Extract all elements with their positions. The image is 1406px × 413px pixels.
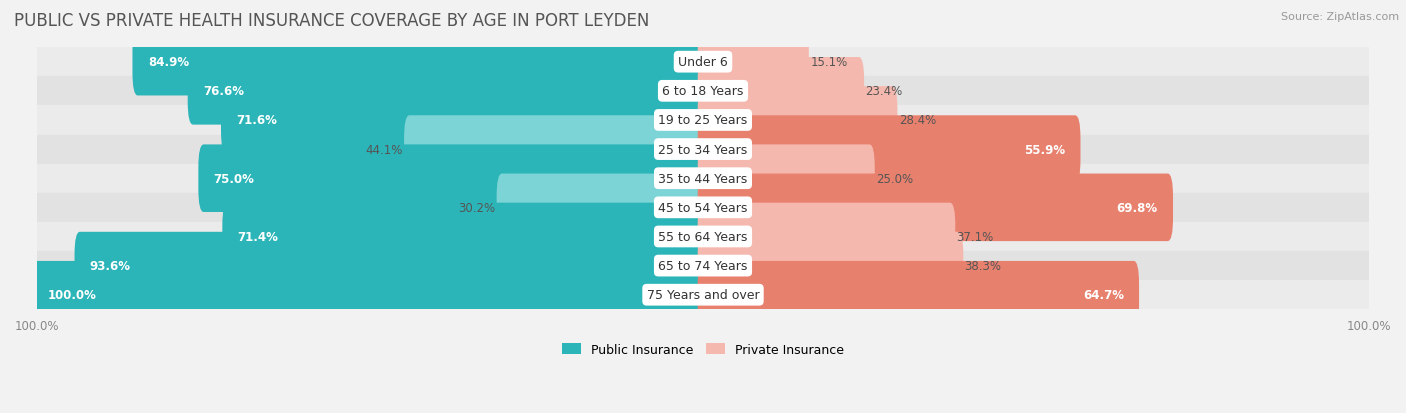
Text: 71.6%: 71.6% — [236, 114, 277, 127]
FancyBboxPatch shape — [198, 145, 709, 212]
Text: PUBLIC VS PRIVATE HEALTH INSURANCE COVERAGE BY AGE IN PORT LEYDEN: PUBLIC VS PRIVATE HEALTH INSURANCE COVER… — [14, 12, 650, 30]
FancyBboxPatch shape — [132, 29, 709, 96]
Text: 25.0%: 25.0% — [876, 172, 914, 185]
FancyBboxPatch shape — [697, 29, 808, 96]
Text: 35 to 44 Years: 35 to 44 Years — [658, 172, 748, 185]
Text: 6 to 18 Years: 6 to 18 Years — [662, 85, 744, 98]
FancyBboxPatch shape — [222, 203, 709, 271]
FancyBboxPatch shape — [496, 174, 709, 242]
Text: 45 to 54 Years: 45 to 54 Years — [658, 202, 748, 214]
Bar — [37, 135, 1369, 164]
Text: 64.7%: 64.7% — [1083, 289, 1123, 301]
Bar — [37, 106, 1369, 135]
FancyBboxPatch shape — [32, 261, 709, 329]
FancyBboxPatch shape — [75, 232, 709, 300]
Text: 55 to 64 Years: 55 to 64 Years — [658, 230, 748, 243]
Text: 37.1%: 37.1% — [956, 230, 994, 243]
FancyBboxPatch shape — [188, 58, 709, 125]
Text: 65 to 74 Years: 65 to 74 Years — [658, 259, 748, 273]
FancyBboxPatch shape — [697, 116, 1080, 183]
Text: 30.2%: 30.2% — [458, 202, 495, 214]
FancyBboxPatch shape — [697, 232, 963, 300]
FancyBboxPatch shape — [697, 87, 897, 154]
Bar — [37, 77, 1369, 106]
Text: 44.1%: 44.1% — [366, 143, 402, 156]
Text: 23.4%: 23.4% — [866, 85, 903, 98]
Text: 19 to 25 Years: 19 to 25 Years — [658, 114, 748, 127]
Text: 75 Years and over: 75 Years and over — [647, 289, 759, 301]
FancyBboxPatch shape — [697, 203, 955, 271]
Legend: Public Insurance, Private Insurance: Public Insurance, Private Insurance — [557, 338, 849, 361]
Text: 93.6%: 93.6% — [90, 259, 131, 273]
Text: 76.6%: 76.6% — [202, 85, 245, 98]
Bar — [37, 164, 1369, 193]
Text: Under 6: Under 6 — [678, 56, 728, 69]
Text: 71.4%: 71.4% — [238, 230, 278, 243]
Text: 75.0%: 75.0% — [214, 172, 254, 185]
Text: Source: ZipAtlas.com: Source: ZipAtlas.com — [1281, 12, 1399, 22]
Bar — [37, 222, 1369, 252]
Text: 84.9%: 84.9% — [148, 56, 188, 69]
Bar — [37, 280, 1369, 309]
Bar — [37, 252, 1369, 280]
FancyBboxPatch shape — [404, 116, 709, 183]
Text: 100.0%: 100.0% — [48, 289, 96, 301]
FancyBboxPatch shape — [697, 261, 1139, 329]
Text: 69.8%: 69.8% — [1116, 202, 1157, 214]
Bar — [37, 48, 1369, 77]
Text: 38.3%: 38.3% — [965, 259, 1001, 273]
Text: 15.1%: 15.1% — [810, 56, 848, 69]
Text: 55.9%: 55.9% — [1024, 143, 1066, 156]
FancyBboxPatch shape — [697, 58, 865, 125]
Bar — [37, 193, 1369, 222]
Text: 25 to 34 Years: 25 to 34 Years — [658, 143, 748, 156]
FancyBboxPatch shape — [221, 87, 709, 154]
FancyBboxPatch shape — [697, 174, 1173, 242]
Text: 28.4%: 28.4% — [898, 114, 936, 127]
FancyBboxPatch shape — [697, 145, 875, 212]
